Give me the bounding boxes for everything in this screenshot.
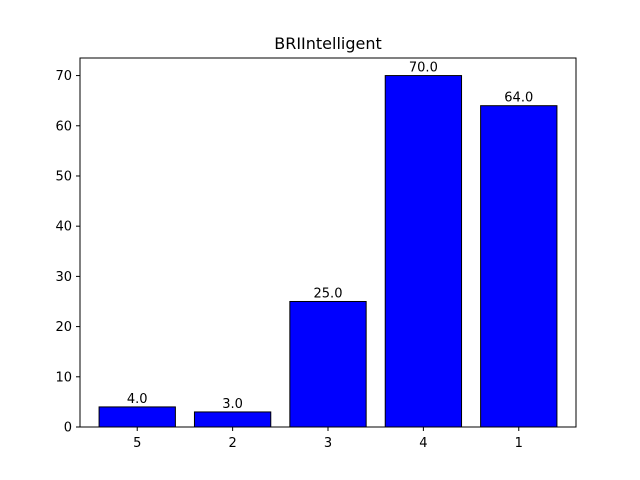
bar-value-label: 3.0: [222, 397, 243, 412]
plot-frame: [79, 57, 577, 428]
bar-value-label: 64.0: [504, 91, 533, 106]
y-tick-label: 20: [55, 320, 72, 335]
y-tick-label: 60: [55, 119, 72, 134]
bar-5: [98, 406, 176, 428]
y-tick-label: 50: [55, 169, 72, 184]
x-tick-label: 1: [515, 436, 523, 451]
x-tick-label: 4: [419, 436, 427, 451]
bar-1: [480, 105, 558, 428]
bar-value-label: 25.0: [314, 286, 343, 301]
y-tick-label: 70: [55, 69, 72, 84]
y-tick-label: 40: [55, 220, 72, 235]
x-tick-label: 5: [133, 436, 141, 451]
bar-4: [384, 75, 463, 428]
bar-value-label: 4.0: [127, 392, 148, 407]
bars-group: [98, 75, 558, 428]
chart-title: BRIIntelligent: [274, 34, 382, 53]
y-tick-label: 10: [55, 370, 72, 385]
x-tick-label: 3: [324, 436, 332, 451]
bar-3: [289, 300, 367, 428]
x-tick-label: 2: [228, 436, 236, 451]
bar-value-label: 70.0: [409, 61, 438, 76]
y-tick-label: 0: [64, 421, 72, 436]
bar-labels-group: 4.0 3.0 25.0 70.0 64.0: [127, 61, 533, 412]
y-tick-label: 30: [55, 270, 72, 285]
bar-2: [193, 411, 272, 428]
x-axis: 5 2 3 4 1: [133, 427, 523, 451]
y-axis: 0 10 20 30 40 50 60 70: [55, 69, 80, 436]
